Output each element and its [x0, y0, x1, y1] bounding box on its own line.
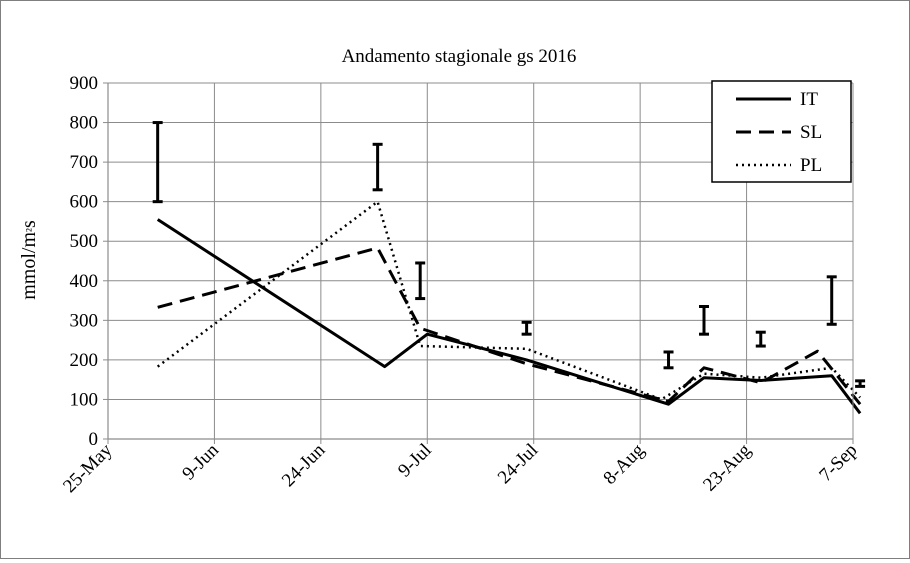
series-line-pl — [156, 200, 862, 401]
x-tick-label: 9-Jun — [178, 439, 223, 484]
x-tick-label: 23-Aug — [699, 439, 755, 495]
error-bar — [415, 261, 426, 301]
error-bar — [663, 350, 674, 370]
error-bar — [855, 379, 866, 388]
error-bar — [755, 330, 766, 348]
series-line-it — [156, 218, 862, 415]
y-tick-label: 100 — [70, 389, 99, 410]
y-tick-label: 400 — [70, 271, 99, 292]
axes — [103, 82, 854, 444]
legend-box — [711, 80, 852, 183]
error-bar — [699, 304, 709, 336]
x-tick-label: 8-Aug — [599, 439, 649, 489]
error-bars — [152, 121, 866, 388]
y-tick-label: 300 — [70, 310, 99, 331]
series-line-sl — [157, 246, 862, 406]
gridlines — [108, 82, 854, 439]
x-tick-label: 24-Jun — [278, 439, 330, 491]
error-bar — [372, 142, 383, 192]
y-tick-label: 0 — [89, 429, 99, 450]
error-bar — [521, 320, 532, 336]
x-tick-label: 24-Jul — [494, 440, 542, 488]
y-tick-label: 900 — [70, 73, 99, 94]
chart-title: Andamento stagionale gs 2016 — [342, 46, 577, 67]
legend: IT SL PL — [711, 80, 852, 183]
y-axis-label: mmol/m²s — [18, 220, 40, 300]
y-tick-label: 700 — [70, 152, 99, 173]
x-tick-label: 9-Jul — [394, 440, 436, 482]
y-tick-labels: 0 100 200 300 400 500 600 700 800 900 — [70, 73, 99, 450]
y-tick-label: 800 — [70, 113, 99, 134]
error-bar — [152, 121, 163, 204]
error-bar — [826, 275, 837, 326]
legend-label-it: IT — [800, 89, 818, 110]
y-tick-label: 200 — [70, 350, 99, 371]
x-tick-labels: 25-May 9-Jun 24-Jun 9-Jul 24-Jul 8-Aug 23-Aug 7… — [59, 439, 861, 497]
legend-label-sl: SL — [800, 122, 822, 143]
x-tick-label: 7-Sep — [815, 440, 861, 486]
y-tick-label: 600 — [70, 192, 99, 213]
legend-label-pl: PL — [800, 155, 822, 176]
series-layer — [156, 200, 862, 415]
y-tick-label: 500 — [70, 231, 99, 252]
